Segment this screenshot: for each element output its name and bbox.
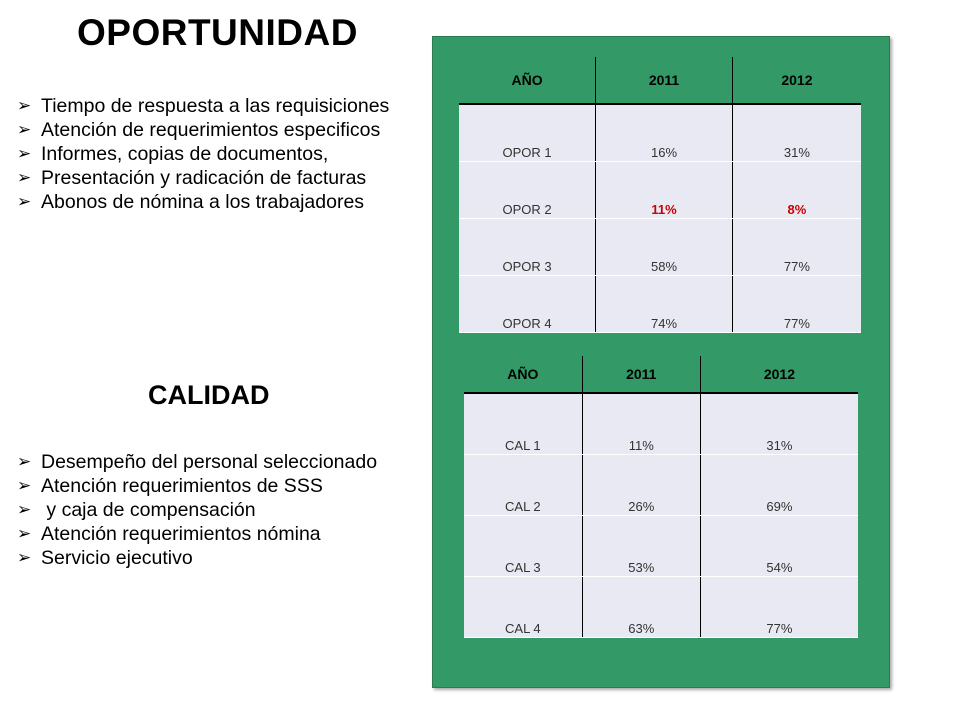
bullet-item: ➢ Atención de requerimientos especificos (17, 118, 422, 142)
value-2012-cell: 77% (732, 275, 861, 333)
table-row: OPOR 1 16% 31% (459, 104, 861, 162)
arrow-bullet-icon: ➢ (17, 524, 32, 543)
oportunidad-title: OPORTUNIDAD (77, 12, 358, 53)
bullet-text: Servicio ejecutivo (41, 547, 193, 569)
table-row: CAL 3 53% 54% (464, 515, 858, 577)
value-2012-cell: 77% (700, 576, 858, 638)
value-2012-cell: 31% (732, 104, 861, 162)
bullet-item: ➢ Tiempo de respuesta a las requisiciones (17, 94, 422, 118)
oportunidad-bullet-list: ➢ Tiempo de respuesta a las requisiciones… (17, 94, 422, 214)
row-label-cell: OPOR 1 (459, 104, 597, 162)
value-2011-cell: 74% (595, 275, 733, 333)
value-2011-cell: 26% (582, 454, 701, 516)
bullet-text: Atención requerimientos de SSS (41, 475, 323, 497)
table-row: OPOR 2 11% 8% (459, 161, 861, 219)
bullet-item: ➢ Informes, copias de documentos, (17, 142, 422, 166)
arrow-bullet-icon: ➢ (17, 500, 32, 519)
table-row: CAL 4 63% 77% (464, 576, 858, 638)
bullet-item: ➢ Atención requerimientos nómina (17, 522, 422, 546)
column-header-2012: 2012 (732, 57, 861, 105)
value-2011-cell-highlighted: 11% (595, 161, 733, 219)
calidad-title: CALIDAD (148, 380, 270, 410)
bullet-item: ➢ Servicio ejecutivo (17, 546, 422, 570)
table-header-row: AÑO 2011 2012 (464, 356, 858, 394)
bullet-text: Desempeño del personal seleccionado (41, 451, 378, 473)
bullet-text: Abonos de nómina a los trabajadores (41, 191, 365, 213)
bullet-item: ➢ y caja de compensación (17, 498, 422, 522)
table-row: CAL 2 26% 69% (464, 454, 858, 516)
column-header-year: AÑO (464, 356, 583, 394)
row-label-cell: CAL 1 (464, 393, 583, 455)
value-2011-cell: 11% (582, 393, 701, 455)
calidad-table: AÑO 2011 2012 CAL 1 11% 31% CAL 2 26% 69… (464, 356, 858, 638)
oportunidad-table: AÑO 2011 2012 OPOR 1 16% 31% OPOR 2 11% … (459, 57, 861, 333)
value-2011-cell: 16% (595, 104, 733, 162)
arrow-bullet-icon: ➢ (17, 120, 32, 139)
row-label-cell: OPOR 3 (459, 218, 597, 276)
row-label-cell: CAL 2 (464, 454, 583, 516)
table-row: OPOR 4 74% 77% (459, 275, 861, 333)
arrow-bullet-icon: ➢ (17, 452, 32, 471)
bullet-text: Atención requerimientos nómina (41, 523, 321, 545)
row-label-cell: CAL 4 (464, 576, 583, 638)
value-2012-cell: 54% (700, 515, 858, 577)
value-2011-cell: 63% (582, 576, 701, 638)
value-2012-cell: 69% (700, 454, 858, 516)
arrow-bullet-icon: ➢ (17, 548, 32, 567)
bullet-text: y caja de compensación (41, 499, 256, 521)
table-row: OPOR 3 58% 77% (459, 218, 861, 276)
bullet-text: Presentación y radicación de facturas (41, 167, 367, 189)
table-row: CAL 1 11% 31% (464, 393, 858, 455)
row-label-cell: OPOR 4 (459, 275, 597, 333)
arrow-bullet-icon: ➢ (17, 192, 32, 211)
value-2011-cell: 58% (595, 218, 733, 276)
arrow-bullet-icon: ➢ (17, 96, 32, 115)
arrow-bullet-icon: ➢ (17, 476, 32, 495)
column-header-year: AÑO (459, 57, 597, 105)
value-2012-cell: 77% (732, 218, 861, 276)
bullet-item: ➢ Atención requerimientos de SSS (17, 474, 422, 498)
column-header-2011: 2011 (582, 356, 701, 394)
arrow-bullet-icon: ➢ (17, 144, 32, 163)
row-label-cell: CAL 3 (464, 515, 583, 577)
bullet-text: Informes, copias de documentos, (41, 143, 329, 165)
bullet-item: ➢ Abonos de nómina a los trabajadores (17, 190, 422, 214)
bullet-item: ➢ Desempeño del personal seleccionado (17, 450, 422, 474)
calidad-bullet-list: ➢ Desempeño del personal seleccionado ➢ At… (17, 450, 422, 570)
value-2012-cell-highlighted: 8% (732, 161, 861, 219)
bullet-text: Atención de requerimientos especificos (41, 119, 381, 141)
table-header-row: AÑO 2011 2012 (459, 57, 861, 105)
bullet-item: ➢ Presentación y radicación de facturas (17, 166, 422, 190)
column-header-2011: 2011 (595, 57, 733, 105)
value-2012-cell: 31% (700, 393, 858, 455)
bullet-text: Tiempo de respuesta a las requisiciones (41, 95, 390, 117)
arrow-bullet-icon: ➢ (17, 168, 32, 187)
column-header-2012: 2012 (700, 356, 858, 394)
value-2011-cell: 53% (582, 515, 701, 577)
row-label-cell: OPOR 2 (459, 161, 597, 219)
